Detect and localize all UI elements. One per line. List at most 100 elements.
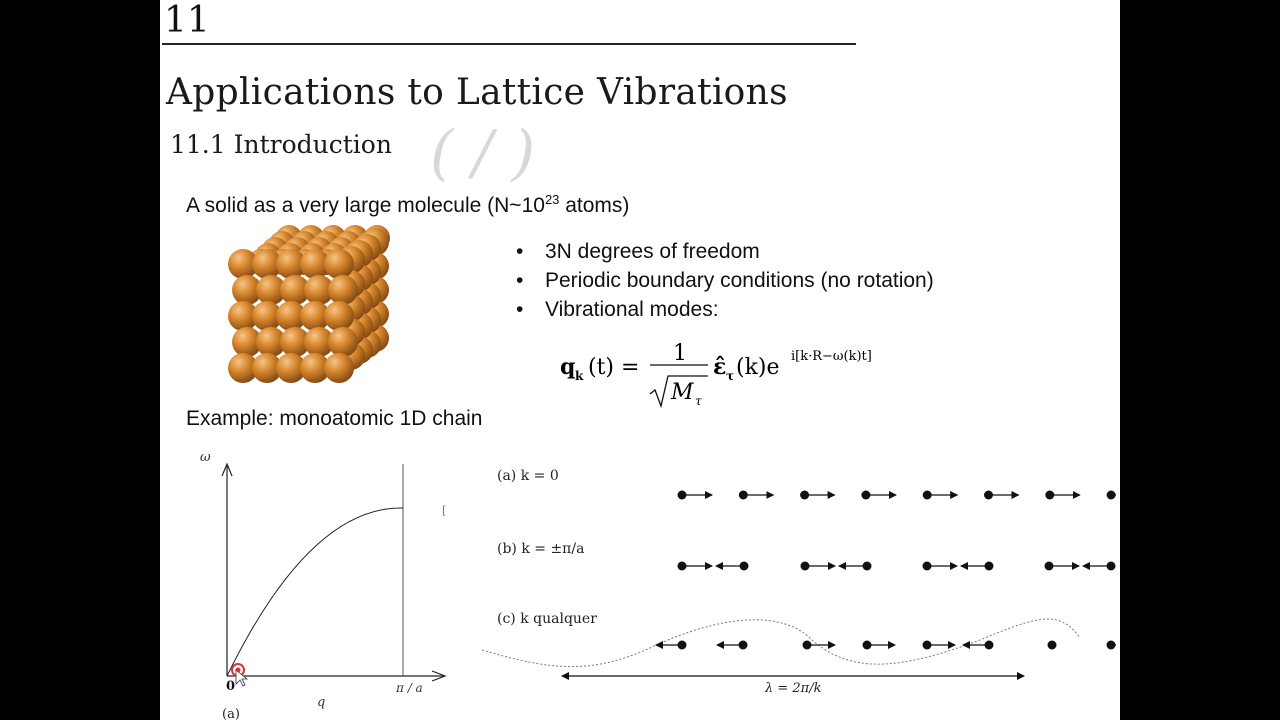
intro-text: A solid as a very large molecule (N~10 bbox=[186, 194, 545, 217]
wavelength-label: λ = 2π/k bbox=[764, 681, 822, 696]
mode-c-label: (c) k qualquer bbox=[497, 611, 597, 627]
chain-atom bbox=[1044, 561, 1054, 571]
chain-atom bbox=[800, 490, 810, 500]
mode-b-row bbox=[677, 561, 1116, 571]
atom-sphere bbox=[276, 301, 306, 331]
atom-sphere bbox=[228, 301, 258, 331]
chain-atom bbox=[861, 490, 871, 500]
atom-sphere bbox=[228, 353, 258, 383]
chapter-rule bbox=[162, 43, 856, 45]
mode-a-label: (a) k = 0 bbox=[497, 468, 559, 484]
chain-atom bbox=[984, 490, 993, 500]
bullet-item: • Periodic boundary conditions (no rotati… bbox=[516, 267, 934, 296]
q-axis-label: q bbox=[317, 695, 325, 710]
atom-sphere bbox=[280, 327, 310, 357]
bullet-dot: • bbox=[516, 240, 524, 263]
atom-sphere bbox=[232, 275, 262, 305]
atom-cube-illustration bbox=[228, 225, 390, 383]
origin-label: 0 bbox=[226, 679, 235, 694]
bullet-text: Vibrational modes: bbox=[545, 298, 719, 321]
chain-atom bbox=[984, 640, 994, 650]
intro-tail: atoms) bbox=[559, 194, 630, 217]
chain-atom bbox=[862, 640, 872, 650]
chain-atom bbox=[677, 640, 687, 650]
atom-sphere bbox=[300, 353, 330, 383]
y-axis-arrow bbox=[221, 462, 233, 477]
slide-page: 11 Applications to Lattice Vibrations 11… bbox=[160, 0, 1120, 720]
omega-axis-label: ω bbox=[200, 450, 211, 465]
side-label: [ bbox=[442, 504, 446, 517]
vibrational-mode-formula: q k (t) = 1 M τ ε̂ τ (k)e i[k·R−ω(k)t] bbox=[560, 341, 872, 409]
section-title: 11.1 Introduction bbox=[170, 130, 392, 159]
formula-sqrt bbox=[649, 375, 708, 409]
panel-label: (a) bbox=[222, 707, 240, 720]
chapter-number: 11 bbox=[164, 0, 210, 41]
atom-sphere bbox=[256, 327, 286, 357]
bullet-dot: • bbox=[516, 269, 524, 292]
atom-sphere bbox=[276, 249, 306, 279]
zone-boundary-label: π / a bbox=[395, 681, 423, 695]
atom-sphere bbox=[324, 353, 354, 383]
bullet-text: 3N degrees of freedom bbox=[545, 240, 760, 263]
atom-sphere bbox=[304, 327, 334, 357]
formula-exponent: i[k·R−ω(k)t] bbox=[791, 349, 872, 364]
atom-sphere bbox=[324, 301, 354, 331]
formula-q: q bbox=[560, 354, 575, 380]
atom-sphere bbox=[252, 301, 282, 331]
atom-sphere bbox=[300, 249, 330, 279]
formula-epsilon: ε̂ bbox=[713, 354, 726, 380]
chain-modes-diagram: (a) k = 0 (b) k = ±π/a (c) k qualquer λ … bbox=[481, 468, 1116, 696]
chapter-title: Applications to Lattice Vibrations bbox=[166, 72, 788, 113]
chain-atom bbox=[922, 640, 932, 650]
chain-atom bbox=[738, 640, 748, 650]
mode-c-row bbox=[655, 640, 1116, 650]
x-axis-arrow bbox=[431, 670, 447, 682]
atom-sphere bbox=[300, 301, 330, 331]
atom-sphere bbox=[328, 327, 358, 357]
dispersion-plot: ω [ 0 π / a q (a) bbox=[200, 450, 447, 720]
chain-atom bbox=[1106, 561, 1116, 571]
chain-atom bbox=[1045, 490, 1055, 500]
atom-sphere bbox=[328, 275, 358, 305]
chain-atom bbox=[1106, 640, 1116, 650]
chain-atom bbox=[1106, 490, 1116, 500]
intro-exponent: 23 bbox=[544, 192, 560, 207]
chain-atom bbox=[739, 561, 749, 571]
mouse-pointer-icon bbox=[235, 669, 249, 687]
atom-sphere bbox=[324, 249, 354, 279]
formula-lhs-arg: (t) = bbox=[588, 355, 639, 380]
chain-atom bbox=[802, 640, 812, 650]
mode-a-row bbox=[677, 490, 1116, 500]
intro-line: A solid as a very large molecule (N~1023… bbox=[186, 192, 629, 218]
atom-sphere bbox=[252, 353, 282, 383]
formula-eps-sub: τ bbox=[726, 369, 734, 383]
watermark-ghost: ( / ) bbox=[430, 118, 536, 188]
atom-sphere bbox=[228, 249, 258, 279]
chain-atom bbox=[922, 490, 932, 500]
atom-sphere bbox=[252, 249, 282, 279]
atom-sphere bbox=[232, 327, 262, 357]
atom-sphere bbox=[304, 275, 334, 305]
mode-b-label: (b) k = ±π/a bbox=[497, 541, 584, 557]
bullet-list: • 3N degrees of freedom • Periodic boundar… bbox=[516, 238, 934, 325]
bullet-item: • Vibrational modes: bbox=[516, 296, 934, 325]
dispersion-curve bbox=[226, 507, 404, 677]
bullet-dot: • bbox=[516, 298, 524, 321]
atom-sphere bbox=[276, 353, 306, 383]
formula-q-sub: k bbox=[575, 369, 584, 383]
bullet-text: Periodic boundary conditions (no rotatio… bbox=[545, 269, 934, 292]
atom-sphere bbox=[280, 275, 310, 305]
chain-atom bbox=[1047, 640, 1057, 650]
formula-numerator: 1 bbox=[673, 341, 687, 366]
chain-atom bbox=[677, 561, 687, 571]
bullet-item: • 3N degrees of freedom bbox=[516, 238, 934, 267]
atom-sphere bbox=[256, 275, 286, 305]
chain-atom bbox=[922, 561, 932, 571]
chain-atom bbox=[738, 490, 748, 500]
displacement-wave bbox=[481, 618, 1081, 668]
chain-atom bbox=[800, 561, 810, 571]
formula-den-sub: τ bbox=[695, 394, 702, 408]
chain-atom bbox=[862, 561, 872, 571]
formula-eps-arg: (k)e bbox=[736, 355, 780, 380]
chain-atom bbox=[984, 561, 994, 571]
